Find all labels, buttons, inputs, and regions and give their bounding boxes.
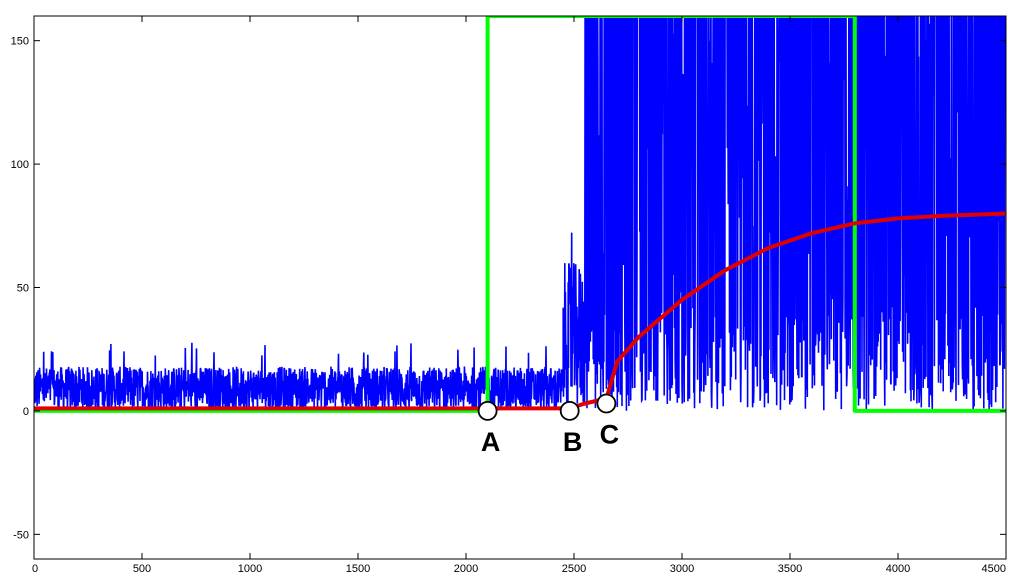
y-tick-label: 50 bbox=[17, 283, 29, 295]
marker-a-circle bbox=[477, 401, 498, 421]
step-signal-line bbox=[34, 16, 1006, 413]
x-tick-label: 2000 bbox=[454, 563, 478, 574]
x-tick-label: 1000 bbox=[238, 563, 262, 574]
marker-a-label: A bbox=[481, 427, 501, 457]
marker-c-label: C bbox=[600, 420, 620, 450]
x-tick-label: 2500 bbox=[562, 563, 586, 574]
x-tick-label: 500 bbox=[133, 563, 151, 574]
x-tick-label: 4000 bbox=[886, 563, 910, 574]
axes-box bbox=[33, 15, 1007, 560]
x-axis: 0 500 1000 1500 2000 2500 3000 3500 4000 4500 bbox=[32, 16, 1007, 574]
x-tick-label: 3000 bbox=[670, 563, 694, 574]
noise-signal-line bbox=[34, 16, 1006, 413]
y-tick-label: 100 bbox=[11, 159, 29, 171]
x-tick-label: 4500 bbox=[982, 563, 1006, 574]
x-tick-label: 0 bbox=[32, 563, 38, 574]
y-axis: -50 0 50 100 150 bbox=[11, 36, 1006, 541]
marker-b-label: B bbox=[563, 427, 583, 457]
x-tick-label: 1500 bbox=[346, 563, 370, 574]
x-tick-label: 3500 bbox=[778, 563, 802, 574]
marker-b-circle bbox=[559, 401, 580, 421]
marker-c-circle bbox=[596, 393, 617, 414]
y-tick-label: 150 bbox=[11, 36, 29, 48]
y-tick-label: -50 bbox=[13, 529, 29, 541]
y-tick-label: 0 bbox=[23, 406, 29, 418]
